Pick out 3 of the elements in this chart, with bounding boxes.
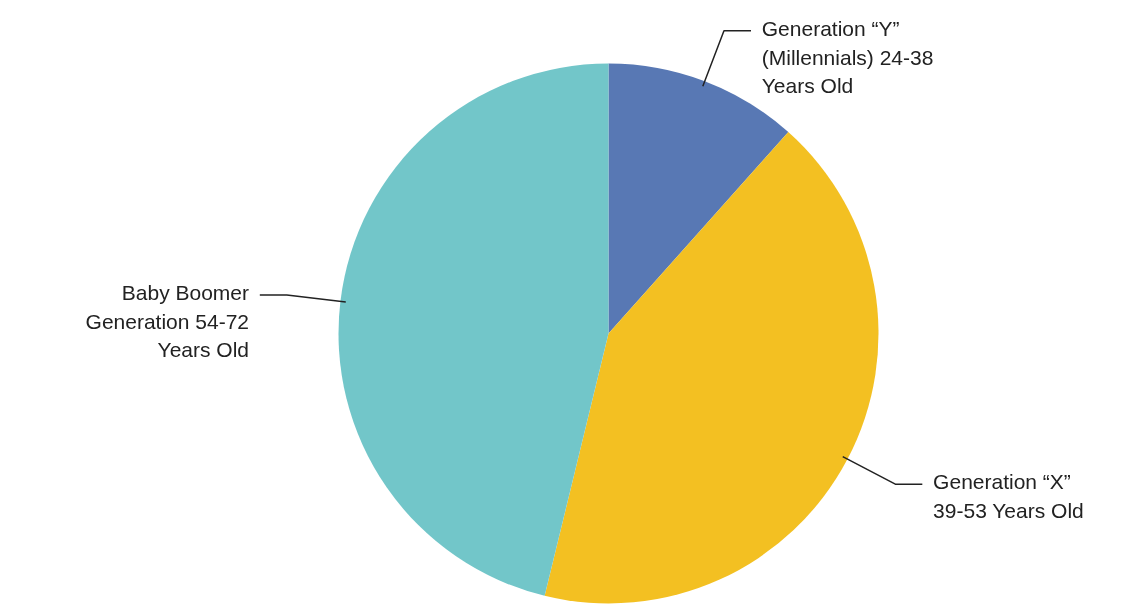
slice-label: Generation “X” 39-53 Years Old [933, 470, 1084, 522]
slice-label: Baby Boomer Generation 54-72 Years Old [85, 280, 250, 362]
slice-label: Generation “Y” (Millennials) 24-38 Years Old [761, 16, 934, 98]
